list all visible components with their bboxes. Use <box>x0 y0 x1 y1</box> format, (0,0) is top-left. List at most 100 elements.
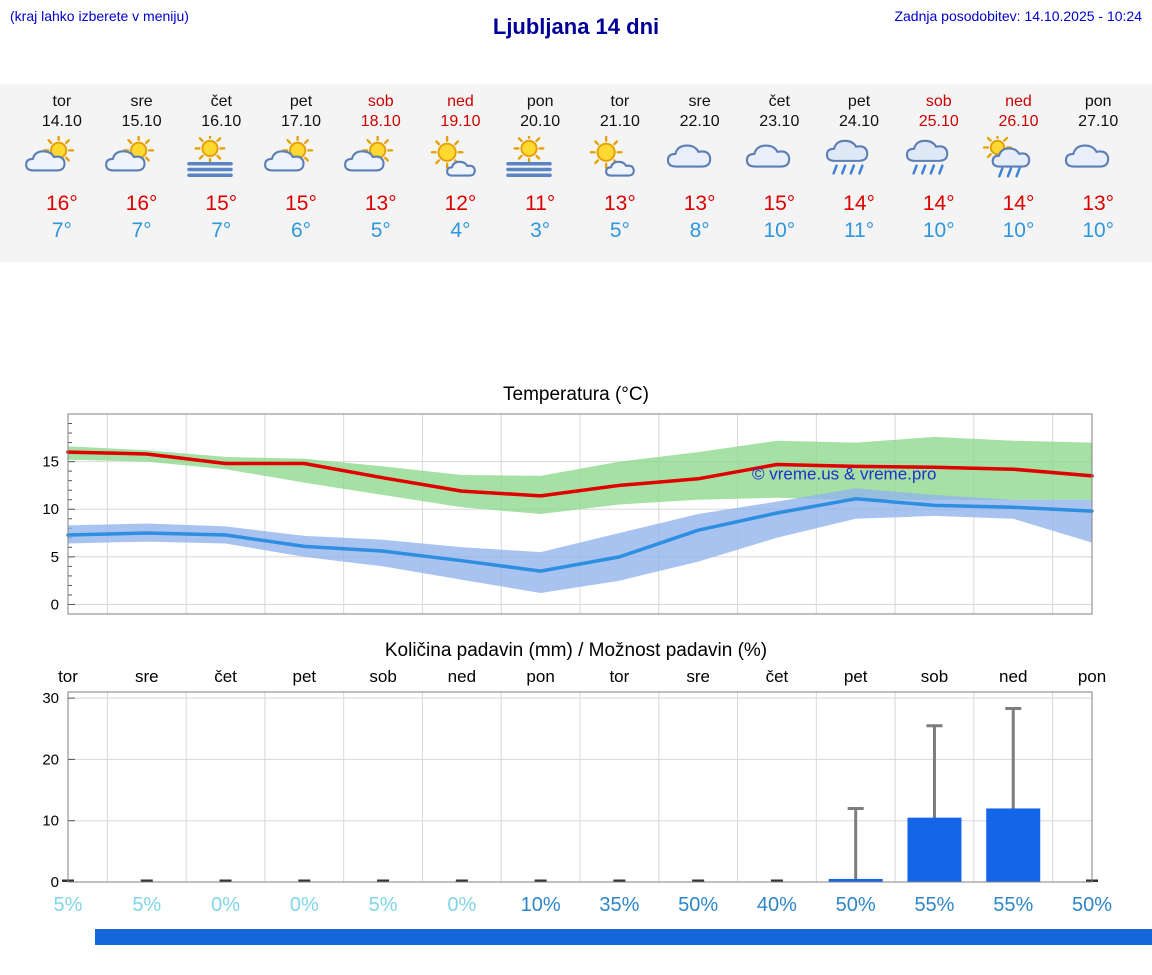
day-date: 17.10 <box>280 113 322 130</box>
forecast-day[interactable]: sob 25.10 14° 10° <box>899 92 979 252</box>
day-axis-label: čet <box>214 667 237 686</box>
y-axis-tick-label: 0 <box>51 874 59 889</box>
day-axis-label: pet <box>292 667 316 686</box>
bottom-section-bar <box>95 929 1152 945</box>
min-temperature: 7° <box>211 219 232 242</box>
day-date: 21.10 <box>599 113 640 130</box>
day-axis-label: sre <box>135 667 159 686</box>
day-axis-label: čet <box>766 667 789 686</box>
precip-probability: 40% <box>756 894 797 916</box>
forecast-day[interactable]: sre 15.10 16° 7° <box>102 92 182 252</box>
day-axis-label: sob <box>369 667 396 686</box>
day-name: pon <box>1084 93 1112 110</box>
max-temperature: 11° <box>525 192 556 215</box>
precipitation-chart-block: Količina padavin (mm) / Možnost padavin … <box>0 638 1152 921</box>
forecast-day[interactable]: sre 22.10 13° 8° <box>660 92 740 252</box>
weather-icon <box>660 132 740 188</box>
min-temperature: 7° <box>131 219 152 242</box>
weather-icon <box>739 132 819 188</box>
day-axis-label: pon <box>526 667 554 686</box>
weather-icon <box>181 132 261 188</box>
weather-icon <box>421 132 501 188</box>
max-temperature: 14° <box>922 192 955 215</box>
day-axis-label: pet <box>844 667 868 686</box>
weather-icon <box>1058 132 1138 188</box>
precip-probability: 50% <box>678 894 719 916</box>
precip-probability: 55% <box>993 894 1034 916</box>
day-name: pon <box>526 93 554 110</box>
zero-precip-tick <box>377 879 390 882</box>
precip-probability: 50% <box>1071 894 1113 916</box>
forecast-day[interactable]: sob 18.10 13° 5° <box>341 92 421 252</box>
day-date: 14.10 <box>41 113 82 130</box>
plot-border <box>67 413 1093 615</box>
max-temperature: 16° <box>45 192 78 215</box>
zero-precip-tick <box>534 879 547 882</box>
max-temperature: 13° <box>683 192 716 215</box>
min-temperature: 5° <box>370 219 391 242</box>
forecast-day[interactable]: ned 26.10 14° 10° <box>979 92 1059 252</box>
min-temperature: 4° <box>450 219 471 242</box>
forecast-day[interactable]: čet 23.10 15° 10° <box>739 92 819 252</box>
precip-probability: 5% <box>368 894 398 916</box>
min-temperature: 3° <box>530 219 551 242</box>
zero-precip-tick <box>613 879 626 882</box>
temperature-chart-block: Temperatura (°C) 0 5 10 15 © vreme.us & vrem… <box>0 382 1152 620</box>
y-axis-tick-label: 5 <box>51 549 59 566</box>
forecast-day[interactable]: pet 24.10 14° 11° <box>819 92 899 252</box>
zero-precip-tick <box>140 879 153 882</box>
day-date: 20.10 <box>520 113 561 130</box>
weather-icon <box>261 132 341 188</box>
forecast-day[interactable]: pon 27.10 13° 10° <box>1058 92 1138 252</box>
day-name: čet <box>210 93 232 110</box>
weather-icon <box>580 132 660 188</box>
watermark-link[interactable]: © vreme.us & vreme.pro <box>752 465 936 484</box>
precip-probability: 0% <box>447 894 477 916</box>
precip-bar <box>986 808 1041 882</box>
day-axis-label: sre <box>686 667 710 686</box>
y-axis-tick-label: 30 <box>42 690 59 707</box>
min-temperature-range-band <box>68 488 1092 593</box>
temperature-chart-title: Temperatura (°C) <box>503 384 649 405</box>
day-axis-label: ned <box>448 667 476 686</box>
precip-probability: 0% <box>211 894 240 916</box>
weather-icon <box>819 132 899 188</box>
temperature-chart: 0 5 10 15 © vreme.us & vreme.pro <box>42 413 1094 615</box>
forecast-day[interactable]: pet 17.10 15° 6° <box>261 92 341 252</box>
min-temperature: 8° <box>689 219 710 242</box>
day-date: 19.10 <box>440 113 481 130</box>
forecast-day[interactable]: čet 16.10 15° 7° <box>181 92 261 252</box>
zero-precip-tick <box>455 879 468 882</box>
min-temperature: 11° <box>843 219 875 242</box>
day-axis-label: sob <box>921 667 948 686</box>
day-axis-label: tor <box>609 667 629 686</box>
zero-precip-tick <box>692 879 705 882</box>
min-temperature: 5° <box>609 219 630 242</box>
y-axis-tick-label: 10 <box>42 501 59 518</box>
forecast-day[interactable]: tor 14.10 16° 7° <box>22 92 102 252</box>
zero-precip-tick <box>219 879 232 882</box>
day-name: sob <box>925 93 952 110</box>
last-update: Zadnja posodobitev: 14.10.2025 - 10:24 <box>894 8 1142 24</box>
max-temperature: 15° <box>205 192 238 215</box>
forecast-day[interactable]: ned 19.10 12° 4° <box>421 92 501 252</box>
min-temperature-line <box>66 497 1094 573</box>
weather-icon <box>341 132 421 188</box>
forecast-day[interactable]: tor 21.10 13° 5° <box>580 92 660 252</box>
weather-icon <box>22 132 102 188</box>
max-temperature: 13° <box>604 192 636 215</box>
location-menu-hint[interactable]: (kraj lahko izberete v meniju) <box>10 8 189 24</box>
weather-icon <box>500 132 580 188</box>
precip-probability: 50% <box>835 894 876 916</box>
forecast-day[interactable]: pon 20.10 11° 3° <box>500 92 580 252</box>
day-name: sre <box>688 93 711 110</box>
precip-bar <box>828 878 883 882</box>
day-date: 24.10 <box>839 113 880 130</box>
precip-probability: 55% <box>914 894 955 916</box>
day-name: ned <box>1005 93 1032 110</box>
y-axis-tick-label: 20 <box>42 751 59 768</box>
day-name: tor <box>52 93 72 110</box>
weather-icon <box>979 132 1059 188</box>
day-name: tor <box>610 93 630 110</box>
